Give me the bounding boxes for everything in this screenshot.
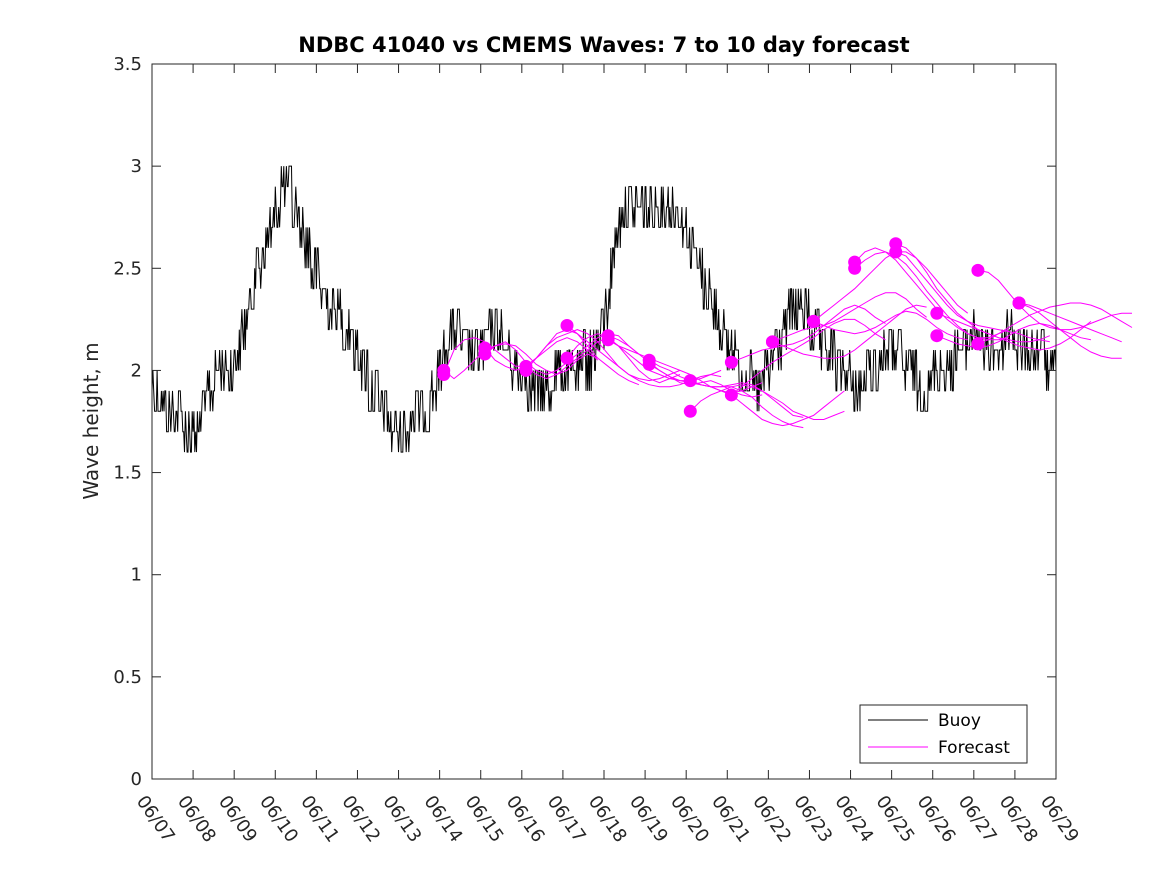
- x-tick-label: 06/19: [625, 792, 672, 847]
- legend-box: [859, 704, 1028, 764]
- x-tick-label: 06/24: [830, 792, 877, 847]
- x-tick-label: 06/22: [748, 792, 795, 847]
- buoy-series: [151, 165, 1057, 453]
- forecast-start-marker: [478, 341, 492, 355]
- forecast-series: [437, 237, 1133, 429]
- x-tick-label: 06/15: [461, 792, 508, 847]
- y-tick-label: 3.5: [113, 54, 142, 75]
- forecast-start-marker: [724, 355, 738, 369]
- x-tick-label: 06/12: [337, 792, 384, 847]
- forecast-line: [690, 380, 845, 427]
- x-tick-label: 06/17: [543, 792, 590, 847]
- y-tick-label: 2: [131, 360, 142, 381]
- x-tick-label: 06/18: [584, 792, 631, 847]
- forecast-line: [648, 359, 804, 418]
- forecast-line: [1018, 302, 1122, 343]
- forecast-line: [443, 343, 598, 380]
- forecast-start-marker: [930, 306, 944, 320]
- forecast-start-marker: [848, 261, 862, 275]
- x-tick-label: 06/21: [707, 792, 754, 847]
- forecast-start-marker: [971, 337, 985, 351]
- x-tick-label: 06/07: [132, 792, 179, 847]
- forecast-start-marker: [930, 329, 944, 343]
- legend: Buoy Forecast: [859, 704, 1028, 764]
- x-tick-label: 06/08: [173, 792, 220, 847]
- x-tick-label: 06/09: [214, 792, 261, 847]
- x-tick-label: 06/13: [378, 792, 425, 847]
- forecast-line: [936, 322, 1092, 349]
- y-axis-label: Wave height, m: [79, 342, 103, 499]
- forecast-start-marker: [560, 351, 574, 365]
- forecast-line: [731, 304, 886, 363]
- forecast-line: [895, 243, 1050, 343]
- y-tick-label: 0: [131, 769, 142, 790]
- x-tick-label: 06/29: [1036, 792, 1083, 847]
- forecast-line: [936, 312, 1092, 351]
- forecast-line: [525, 329, 681, 382]
- y-tick-label: 1.5: [113, 463, 142, 484]
- x-tick-label: 06/11: [296, 792, 343, 847]
- forecast-line: [689, 384, 845, 420]
- legend-forecast-label: Forecast: [938, 738, 1010, 758]
- forecast-start-marker: [560, 318, 574, 332]
- y-tick-label: 2.5: [113, 258, 142, 279]
- forecast-line: [977, 269, 1132, 331]
- forecast-start-marker: [807, 314, 821, 328]
- x-tick-label: 06/25: [872, 792, 919, 847]
- forecast-line: [854, 251, 1009, 339]
- forecast-start-marker: [683, 404, 697, 418]
- x-tick-label: 06/26: [913, 792, 960, 847]
- forecast-start-marker: [601, 329, 615, 343]
- x-tick-label: 06/27: [954, 792, 1001, 847]
- forecast-line: [1018, 302, 1122, 359]
- forecast-line: [648, 363, 804, 429]
- y-tick-label: 0.5: [113, 667, 142, 688]
- plot-area: [152, 64, 1056, 779]
- forecast-start-marker: [519, 363, 533, 377]
- forecast-line: [895, 251, 1050, 343]
- forecast-line: [484, 329, 640, 386]
- forecast-line: [813, 310, 968, 341]
- x-tick-label: 06/20: [666, 792, 713, 847]
- forecast-line: [772, 292, 927, 343]
- x-tick-label: 06/14: [420, 792, 467, 847]
- x-tick-label: 06/28: [995, 792, 1042, 847]
- forecast-start-marker: [437, 363, 451, 377]
- y-axis-ticks: 0 0.5 1 1.5 2 2.5 3 3.5: [113, 54, 1056, 790]
- forecast-start-marker: [971, 263, 985, 277]
- forecast-line: [731, 318, 886, 396]
- y-tick-label: 3: [131, 156, 142, 177]
- y-tick-label: 1: [131, 565, 142, 586]
- forecast-start-marker: [889, 245, 903, 259]
- legend-buoy-label: Buoy: [938, 711, 981, 731]
- chart-title: NDBC 41040 vs CMEMS Waves: 7 to 10 day f…: [298, 33, 909, 57]
- forecast-start-marker: [724, 388, 738, 402]
- forecast-start-marker: [1012, 296, 1026, 310]
- x-tick-label: 06/10: [255, 792, 302, 847]
- forecast-start-marker: [642, 357, 656, 371]
- forecast-start-marker: [765, 335, 779, 349]
- forecast-start-marker: [683, 374, 697, 388]
- buoy-line: [151, 165, 1057, 453]
- forecast-line: [977, 302, 1133, 345]
- forecast-line: [854, 247, 1009, 341]
- x-tick-label: 06/16: [502, 792, 549, 847]
- x-tick-label: 06/23: [789, 792, 836, 847]
